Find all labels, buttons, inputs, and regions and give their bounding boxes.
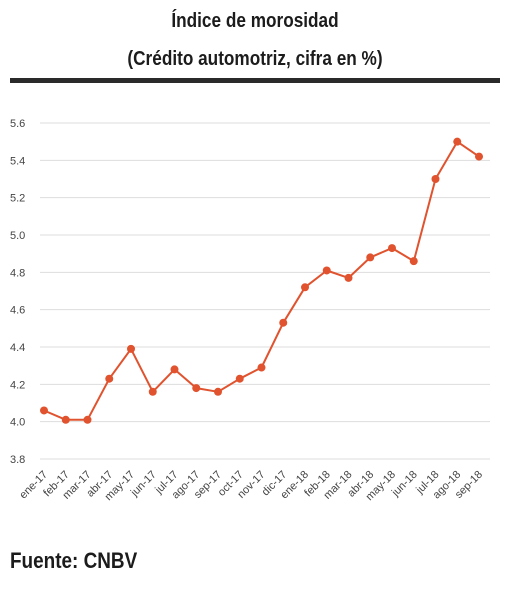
data-point: [409, 257, 418, 266]
y-tick-label: 4.4: [10, 342, 25, 354]
data-point: [61, 415, 70, 424]
data-point: [366, 253, 375, 262]
data-point: [214, 387, 222, 396]
title-rule: [10, 78, 500, 83]
y-axis-ticks: 3.8 4.0 4.2 4.4 4.6 4.8 5.0 5.2 5.4 5.6: [10, 118, 25, 466]
y-tick-label: 5.4: [10, 155, 25, 167]
y-tick-label: 4.6: [10, 305, 25, 317]
data-point: [301, 283, 309, 292]
data-point: [344, 273, 353, 282]
y-tick-label: 5.6: [10, 118, 25, 130]
data-point: [192, 384, 201, 393]
data-point: [105, 374, 114, 383]
y-tick-label: 4.8: [10, 267, 25, 279]
data-point: [322, 266, 331, 275]
data-point: [148, 387, 157, 396]
data-point: [40, 406, 48, 415]
x-tick-label: ene-17: [17, 469, 50, 502]
data-point: [279, 318, 288, 327]
gridlines: [40, 122, 490, 460]
line-chart: 3.8 4.0 4.2 4.4 4.6 4.8 5.0 5.2 5.4 5.6 ene-17feb…: [10, 118, 490, 503]
chart-title: Índice de morosidad: [171, 10, 339, 32]
data-point: [431, 175, 440, 183]
source-note: Fuente: CNBV: [10, 548, 138, 573]
data-point: [453, 137, 462, 146]
data-point: [475, 152, 483, 161]
data-point: [170, 365, 179, 374]
data-point: [257, 363, 266, 372]
y-tick-label: 4.0: [10, 417, 25, 429]
x-axis-ticks: ene-17feb-17mar-17abr-17may-17jun-17jul-…: [17, 469, 485, 503]
data-point: [388, 244, 396, 253]
series-points: [40, 137, 483, 424]
data-point: [127, 344, 135, 353]
chart-subtitle: (Crédito automotriz, cifra en %): [127, 48, 383, 70]
y-tick-label: 5.2: [10, 193, 25, 205]
y-tick-label: 3.8: [10, 454, 25, 466]
data-point: [235, 374, 244, 383]
y-tick-label: 5.0: [10, 230, 25, 242]
y-tick-label: 4.2: [10, 379, 25, 391]
data-point: [83, 415, 92, 424]
